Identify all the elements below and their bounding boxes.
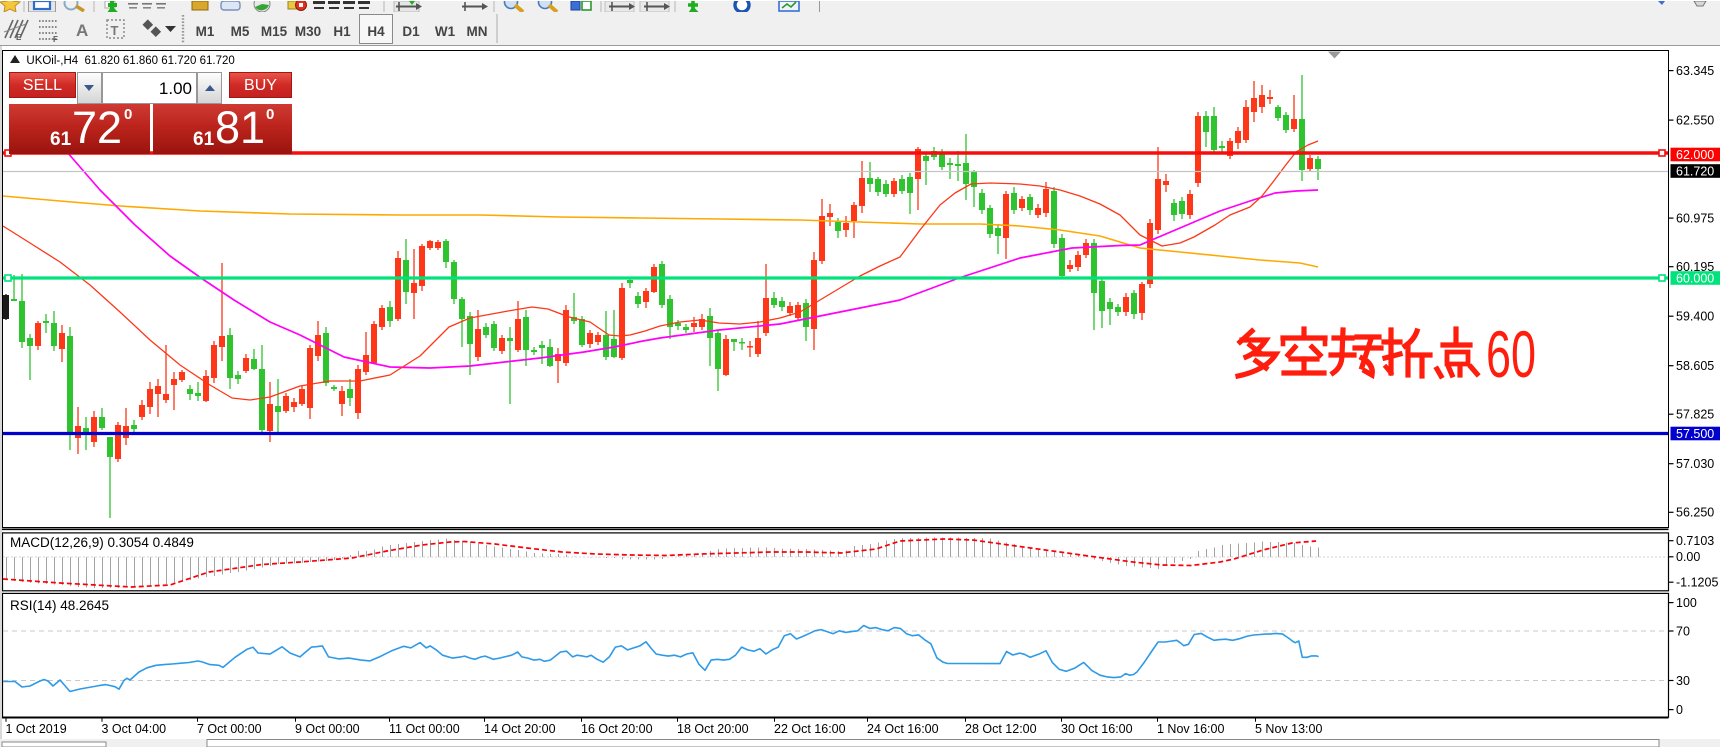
svg-text:100: 100	[1676, 596, 1697, 610]
svg-text:30 Oct 16:00: 30 Oct 16:00	[1061, 722, 1133, 736]
svg-text:F: F	[53, 35, 58, 44]
svg-text:RSI(14) 48.2645: RSI(14) 48.2645	[10, 598, 109, 613]
svg-text:24 Oct 16:00: 24 Oct 16:00	[867, 722, 939, 736]
svg-text:0: 0	[1676, 703, 1683, 717]
svg-text:9 Oct 00:00: 9 Oct 00:00	[295, 722, 360, 736]
svg-text:57.500: 57.500	[1676, 427, 1714, 441]
svg-text:58.605: 58.605	[1676, 359, 1714, 373]
svg-text:59.400: 59.400	[1676, 310, 1714, 324]
svg-text:A: A	[76, 21, 88, 40]
svg-text:62.000: 62.000	[1676, 148, 1714, 162]
svg-text:30: 30	[1676, 674, 1690, 688]
svg-text:MN: MN	[467, 24, 488, 39]
svg-text:63.345: 63.345	[1676, 64, 1714, 78]
svg-text:0.7103: 0.7103	[1676, 534, 1714, 548]
svg-text:MACD(12,26,9) 0.3054 0.4849: MACD(12,26,9) 0.3054 0.4849	[10, 535, 194, 550]
svg-text:57.030: 57.030	[1676, 457, 1714, 471]
svg-text:3 Oct 04:00: 3 Oct 04:00	[102, 722, 167, 736]
svg-text:60: 60	[1486, 317, 1536, 391]
svg-text:1 Nov 16:00: 1 Nov 16:00	[1157, 722, 1224, 736]
svg-text:1 Oct 2019: 1 Oct 2019	[6, 722, 67, 736]
svg-text:56.250: 56.250	[1676, 506, 1714, 520]
svg-text:7 Oct 00:00: 7 Oct 00:00	[197, 722, 262, 736]
svg-text:M1: M1	[196, 24, 215, 39]
svg-text:M30: M30	[295, 24, 321, 39]
svg-text:61.720: 61.720	[1676, 164, 1714, 178]
svg-text:16 Oct 20:00: 16 Oct 20:00	[581, 722, 653, 736]
svg-text:H1: H1	[333, 24, 351, 39]
svg-text:60.195: 60.195	[1676, 260, 1714, 274]
svg-text:22 Oct 16:00: 22 Oct 16:00	[774, 722, 846, 736]
svg-text:70: 70	[1676, 624, 1690, 638]
svg-text:H4: H4	[367, 24, 385, 39]
svg-text:5 Nov 13:00: 5 Nov 13:00	[1255, 722, 1322, 736]
svg-text:60.000: 60.000	[1676, 271, 1714, 285]
svg-text:62.550: 62.550	[1676, 113, 1714, 127]
svg-text:W1: W1	[435, 24, 456, 39]
svg-text:M15: M15	[261, 24, 288, 39]
svg-text:11 Oct 00:00: 11 Oct 00:00	[389, 722, 460, 736]
svg-text:18 Oct 20:00: 18 Oct 20:00	[677, 722, 749, 736]
svg-text:E: E	[16, 33, 22, 42]
svg-text:60.975: 60.975	[1676, 211, 1714, 225]
svg-text:28 Oct 12:00: 28 Oct 12:00	[965, 722, 1037, 736]
svg-text:57.825: 57.825	[1676, 408, 1714, 422]
svg-text:-1.1205: -1.1205	[1676, 576, 1718, 590]
svg-text:D1: D1	[402, 24, 420, 39]
svg-text:T: T	[111, 23, 119, 38]
svg-text:0.00: 0.00	[1676, 550, 1700, 564]
svg-text:14 Oct 20:00: 14 Oct 20:00	[484, 722, 556, 736]
svg-text:M5: M5	[231, 24, 250, 39]
